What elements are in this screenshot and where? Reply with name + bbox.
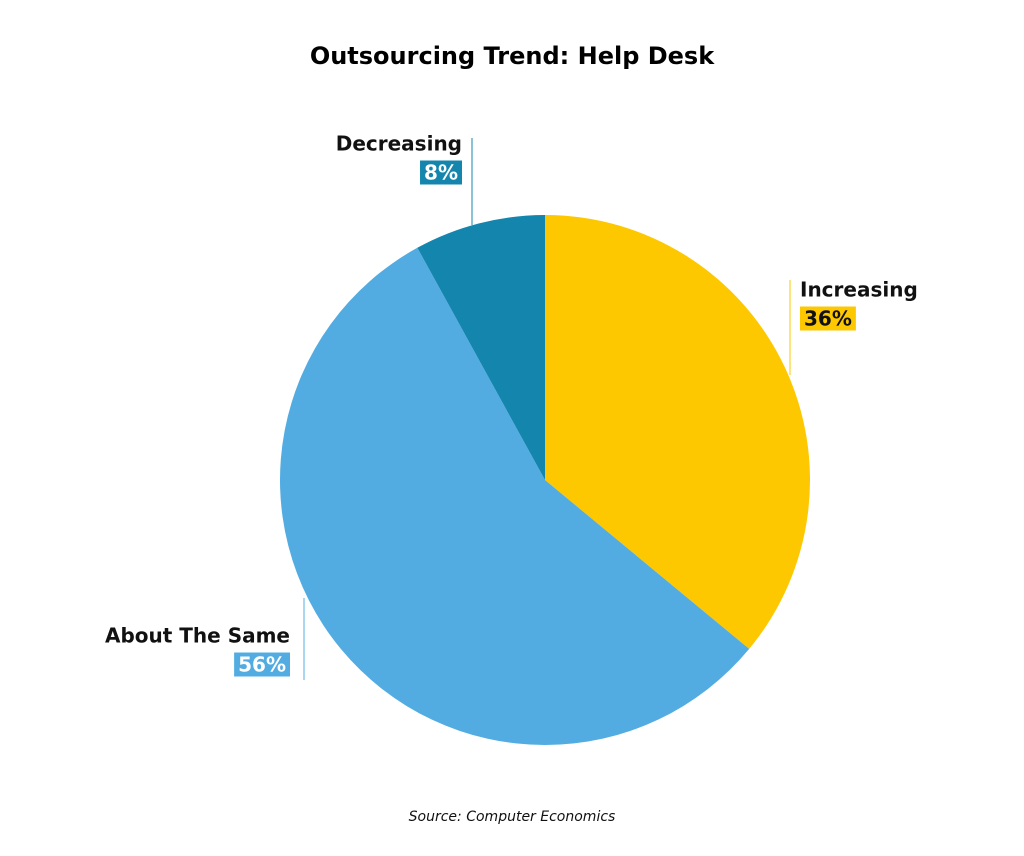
- pie-slice: [417, 215, 545, 480]
- value-label: 8%: [424, 161, 458, 185]
- badge-bg: [234, 652, 290, 677]
- badge-bg: [420, 160, 462, 185]
- source: Source: Computer Economics: [409, 809, 616, 825]
- value-label: 56%: [238, 653, 286, 677]
- slice-label: Decreasing: [336, 132, 462, 156]
- pie-slice: [280, 247, 750, 745]
- badge-bg: [800, 306, 856, 331]
- value-badge: 36%: [800, 306, 856, 331]
- value-label: 36%: [804, 307, 852, 331]
- chart-title: Outsourcing Trend: Help Desk: [310, 42, 715, 70]
- pie-slice: [545, 215, 810, 649]
- value-badge: 8%: [420, 160, 462, 185]
- slice-label: Increasing: [800, 278, 918, 302]
- slice-label: About The Same: [105, 624, 290, 648]
- value-badge: 56%: [234, 652, 290, 677]
